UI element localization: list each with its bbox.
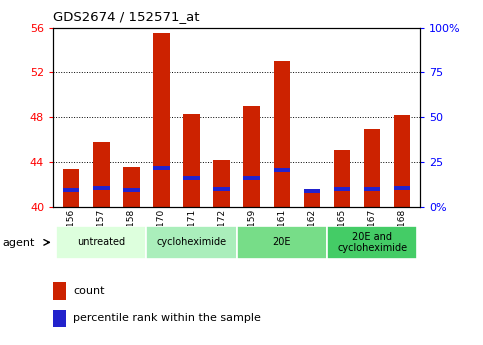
- Bar: [334, 187, 350, 191]
- Bar: [56, 226, 146, 259]
- Bar: [153, 33, 170, 207]
- Bar: [213, 187, 230, 191]
- Bar: [364, 128, 380, 207]
- Bar: [334, 150, 350, 207]
- Bar: [93, 142, 110, 207]
- Bar: [53, 282, 66, 299]
- Bar: [394, 115, 411, 207]
- Bar: [183, 176, 200, 180]
- Bar: [304, 193, 320, 207]
- Text: GDS2674 / 152571_at: GDS2674 / 152571_at: [53, 10, 199, 23]
- Text: percentile rank within the sample: percentile rank within the sample: [73, 313, 261, 323]
- Bar: [63, 169, 80, 207]
- Bar: [243, 106, 260, 207]
- Bar: [53, 309, 66, 327]
- Bar: [123, 188, 140, 192]
- Bar: [273, 168, 290, 172]
- Text: untreated: untreated: [77, 237, 125, 247]
- Bar: [183, 114, 200, 207]
- Bar: [237, 226, 327, 259]
- Bar: [304, 189, 320, 193]
- Text: count: count: [73, 286, 105, 296]
- Bar: [327, 226, 417, 259]
- Bar: [146, 226, 237, 259]
- Bar: [123, 167, 140, 207]
- Bar: [364, 187, 380, 191]
- Bar: [153, 166, 170, 170]
- Text: cycloheximide: cycloheximide: [156, 237, 227, 247]
- Text: agent: agent: [2, 238, 35, 248]
- Text: 20E and
cycloheximide: 20E and cycloheximide: [337, 231, 407, 253]
- Text: 20E: 20E: [272, 237, 291, 247]
- Bar: [213, 160, 230, 207]
- Bar: [243, 176, 260, 180]
- Bar: [63, 188, 80, 192]
- Bar: [93, 186, 110, 190]
- Bar: [273, 61, 290, 207]
- Bar: [394, 186, 411, 190]
